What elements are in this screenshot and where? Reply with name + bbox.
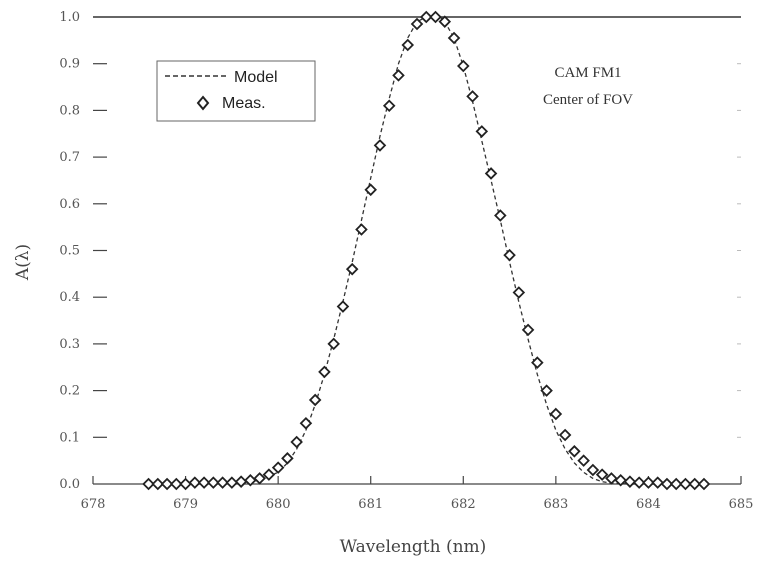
meas-point: [521, 323, 535, 337]
y-tick-label: 1.0: [59, 10, 80, 25]
meas-point: [614, 473, 627, 487]
meas-point: [410, 17, 424, 31]
meas-point: [642, 476, 655, 489]
x-tick-label: 680: [266, 497, 291, 512]
y-axis-ticks: 0.0 0.1 0.2 0.3 0.4 0.5 0.6 0.7 0.8 0.9 1.0: [59, 10, 741, 492]
meas-point: [660, 477, 674, 491]
meas-point: [216, 476, 229, 489]
meas-point: [568, 445, 581, 458]
meas-point: [688, 477, 701, 491]
series-layer: [142, 10, 711, 491]
y-tick-label: 0.4: [59, 290, 80, 305]
y-tick-label: 0.6: [59, 197, 80, 212]
legend: Model Meas.: [156, 60, 316, 122]
x-axis-title: Wavelength (nm): [340, 537, 487, 557]
meas-point: [503, 248, 516, 262]
meas-point: [558, 428, 572, 442]
meas-point: [336, 300, 350, 313]
meas-point: [457, 59, 470, 73]
meas-point: [170, 477, 183, 491]
y-tick-label: 0.5: [59, 244, 80, 259]
meas-point: [392, 69, 405, 82]
meas-point: [188, 476, 202, 489]
x-tick-label: 679: [173, 497, 198, 512]
meas-point: [253, 472, 266, 485]
meas-point: [142, 477, 155, 491]
meas-point: [466, 90, 479, 103]
meas-point: [308, 393, 322, 407]
x-tick-label: 685: [729, 497, 754, 512]
meas-point: [327, 337, 340, 351]
meas-point: [475, 125, 489, 138]
meas-point: [262, 468, 276, 481]
y-tick-label: 0.3: [59, 337, 80, 352]
meas-point: [669, 477, 683, 491]
meas-point: [345, 262, 359, 276]
meas-point: [318, 365, 331, 379]
annotation-instrument: CAM FM1: [554, 65, 621, 81]
meas-point: [595, 468, 609, 481]
meas-point: [419, 10, 433, 24]
meas-point: [651, 476, 664, 489]
meas-point: [679, 477, 692, 491]
meas-point: [531, 356, 544, 369]
meas-point: [281, 452, 294, 465]
meas-point: [373, 139, 387, 152]
legend-box: [156, 60, 316, 122]
meas-point: [364, 183, 377, 197]
meas-point: [540, 384, 553, 397]
meas-point: [623, 475, 637, 488]
meas-point: [197, 476, 211, 489]
meas-point: [632, 476, 646, 489]
meas-point: [225, 476, 239, 489]
meas-point: [586, 463, 600, 477]
meas-point: [151, 477, 165, 491]
meas-point: [549, 407, 563, 421]
meas-point: [271, 461, 285, 474]
y-tick-label: 0.1: [59, 430, 80, 445]
y-tick-label: 0.9: [59, 57, 80, 72]
meas-point: [512, 286, 526, 299]
y-tick-label: 0.7: [59, 150, 80, 165]
legend-meas-label: Meas.: [222, 95, 266, 112]
x-tick-label: 682: [451, 497, 476, 512]
meas-point: [697, 477, 711, 491]
x-axis-ticks: 678 679 680 681 682 683 684 685: [81, 476, 754, 512]
y-tick-label: 0.2: [59, 384, 80, 399]
x-tick-label: 678: [81, 497, 106, 512]
legend-model-label: Model: [234, 69, 278, 86]
legend-meas-swatch: [196, 95, 210, 111]
meas-point: [179, 477, 192, 491]
meas-point: [447, 31, 461, 45]
x-tick-label: 683: [543, 497, 568, 512]
meas-point: [577, 454, 590, 467]
y-tick-label: 0.8: [59, 103, 80, 118]
y-axis-title: A(λ): [13, 244, 33, 281]
meas-point: [290, 435, 303, 449]
meas-point: [429, 10, 442, 24]
meas-point: [160, 477, 174, 491]
meas-point: [401, 38, 415, 52]
meas-point: [355, 223, 368, 236]
x-tick-label: 684: [636, 497, 661, 512]
meas-point: [484, 167, 498, 180]
x-tick-label: 681: [358, 497, 383, 512]
meas-point: [494, 209, 507, 222]
meas-point: [605, 472, 618, 485]
annotation-fov: Center of FOV: [543, 92, 633, 108]
meas-point: [234, 475, 248, 488]
y-tick-label: 0.0: [59, 477, 80, 492]
meas-point: [299, 417, 313, 430]
meas-point: [207, 476, 220, 489]
meas-point: [382, 99, 396, 113]
meas-point: [438, 15, 452, 28]
